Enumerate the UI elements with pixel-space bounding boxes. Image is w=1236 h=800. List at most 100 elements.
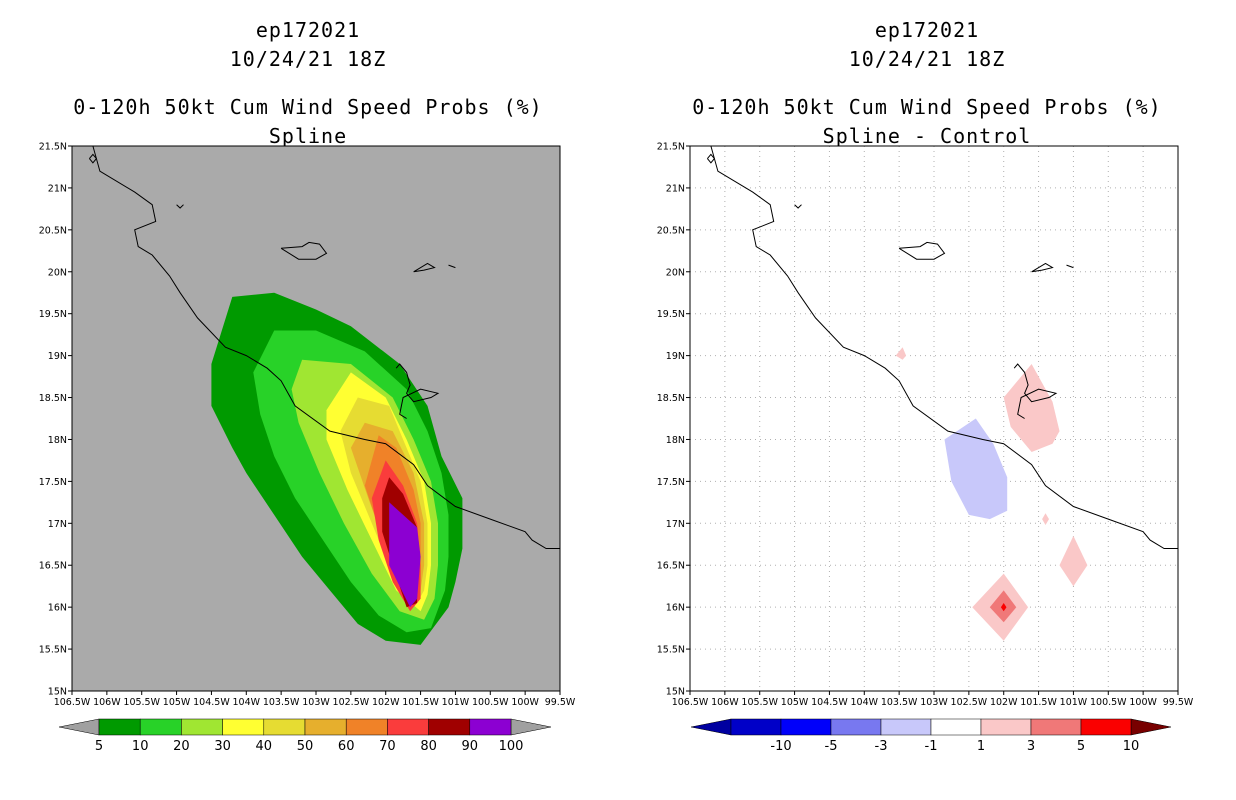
right-map-xtick-label: 103W xyxy=(920,697,948,708)
right-map-island xyxy=(1031,262,1054,273)
right-map-lake-outline xyxy=(1013,363,1058,419)
left-map-ytick-label: 16.5N xyxy=(39,561,67,572)
right-colorbar-swatch xyxy=(1030,718,1082,736)
left-map-island xyxy=(280,241,328,260)
left-colorbar-swatch xyxy=(222,718,265,736)
right-colorbar-swatch xyxy=(930,718,982,736)
left-storm-id: ep172021 xyxy=(255,18,361,42)
right-map-xtick-label: 100W xyxy=(1129,697,1157,708)
left-map-xtick-label: 99.5W xyxy=(545,697,576,708)
left-map-xtick-label: 103W xyxy=(302,697,330,708)
right-map-xtick-label: 102.5W xyxy=(951,697,988,708)
right-map-ytick-label: 16N xyxy=(666,603,685,614)
left-subtitle: Spline xyxy=(268,124,348,148)
right-colorbar-label: 5 xyxy=(1077,739,1085,754)
right-datetime: 10/24/21 18Z xyxy=(848,47,1006,71)
right-map-island xyxy=(794,204,802,209)
left-map-xtick-label: 106W xyxy=(93,697,121,708)
right-map-contour-3c xyxy=(1042,513,1049,525)
left-colorbar-swatch xyxy=(304,718,347,736)
right-map-island xyxy=(898,241,946,260)
right-colorbar-label: -3 xyxy=(875,739,888,754)
right-colorbar: -10 -5 -3 -1 1 3 5 10 xyxy=(690,718,1172,754)
right-colorbar-swatch xyxy=(830,718,882,736)
left-map-island xyxy=(89,153,98,164)
right-map-ytick-label: 17.5N xyxy=(657,477,685,488)
right-map-xtick-label: 105W xyxy=(781,697,809,708)
left-map-island xyxy=(176,204,184,209)
left-map-ytick-label: 15.5N xyxy=(39,645,67,656)
left-map-xtick-label: 101.5W xyxy=(402,697,439,708)
right-product-title: 0-120h 50kt Cum Wind Speed Probs (%) xyxy=(692,95,1162,119)
right-colorbar-high-arrow xyxy=(1130,718,1172,736)
right-colorbar-swatch xyxy=(780,718,832,736)
left-map-xtick-label: 103.5W xyxy=(263,697,300,708)
right-colorbar-label: 1 xyxy=(977,739,985,754)
left-map-xtick-label: 105W xyxy=(163,697,191,708)
left-map-ytick-label: 18.5N xyxy=(39,393,67,404)
right-colorbar-label: -1 xyxy=(925,739,938,754)
left-map-ytick-label: 21N xyxy=(48,183,67,194)
right-map-background xyxy=(690,146,1178,691)
right-map-contour-3d xyxy=(1059,535,1088,587)
left-colorbar-low-arrow xyxy=(58,718,100,736)
left-map-ytick-label: 17.5N xyxy=(39,477,67,488)
right-map-xtick-label: 105.5W xyxy=(741,697,778,708)
left-colorbar-label: 100 xyxy=(499,739,524,754)
left-map-ytick-label: 19.5N xyxy=(39,309,67,320)
left-map-xtick-label: 104.5W xyxy=(193,697,230,708)
right-colorbar-label: 3 xyxy=(1027,739,1035,754)
right-map-ytick-label: 15.5N xyxy=(657,645,685,656)
right-map-xtick-label: 106W xyxy=(711,697,739,708)
right-map-xtick-label: 103.5W xyxy=(881,697,918,708)
left-map-island xyxy=(413,262,436,273)
left-map-lake-outline xyxy=(395,363,440,419)
left-colorbar-label: 90 xyxy=(462,739,479,754)
right-map-contour-10 xyxy=(1000,603,1007,612)
right-map-xtick-label: 102W xyxy=(990,697,1018,708)
right-map-xtick-label: 100.5W xyxy=(1090,697,1127,708)
right-colorbar-swatch xyxy=(730,718,782,736)
left-colorbar-label: 50 xyxy=(297,739,314,754)
left-map-coastline xyxy=(92,146,560,549)
left-map-xtick-label: 102.5W xyxy=(333,697,370,708)
left-colorbar: 5 10 20 30 40 50 60 70 80 90 100 xyxy=(58,718,552,754)
right-map-island xyxy=(1066,264,1074,269)
left-map-xtick-label: 101W xyxy=(442,697,470,708)
left-colorbar-high-arrow xyxy=(510,718,552,736)
left-colorbar-swatch xyxy=(98,718,141,736)
left-product-title: 0-120h 50kt Cum Wind Speed Probs (%) xyxy=(73,95,543,119)
right-map-ytick-label: 19.5N xyxy=(657,309,685,320)
right-map-ytick-label: 17N xyxy=(666,519,685,530)
right-colorbar-label: 10 xyxy=(1123,739,1140,754)
right-map-ytick-label: 16.5N xyxy=(657,561,685,572)
right-map-coastline xyxy=(710,146,1178,549)
left-map[interactable]: 106.5W 106W 105.5W 105W 104.5W 104W 103.5W 103W… xyxy=(39,142,576,709)
right-colorbar-label: -5 xyxy=(825,739,838,754)
left-datetime: 10/24/21 18Z xyxy=(229,47,387,71)
right-subtitle: Spline - Control xyxy=(822,124,1032,148)
right-map-ytick-label: 18N xyxy=(666,435,685,446)
right-map-xtick-label: 104W xyxy=(851,697,879,708)
left-map-xtick-label: 106.5W xyxy=(54,697,91,708)
right-map-xtick-label: 104.5W xyxy=(811,697,848,708)
left-map-xtick-label: 104W xyxy=(233,697,261,708)
left-colorbar-swatch xyxy=(181,718,223,736)
left-colorbar-label: 10 xyxy=(132,739,149,754)
left-map-ytick-label: 20N xyxy=(48,267,67,278)
left-map-xtick-label: 102W xyxy=(372,697,400,708)
right-map-ytick-label: 21N xyxy=(666,183,685,194)
left-colorbar-swatch xyxy=(428,718,471,736)
right-storm-id: ep172021 xyxy=(874,18,980,42)
right-map-contour-3a xyxy=(1003,364,1060,452)
left-colorbar-swatch xyxy=(263,718,306,736)
left-colorbar-swatch xyxy=(139,718,182,736)
right-map[interactable]: 106.5W 106W 105.5W 105W 104.5W 104W 103.5W 103W… xyxy=(657,142,1194,709)
left-colorbar-swatch xyxy=(469,718,512,736)
right-map-ytick-label: 19N xyxy=(666,351,685,362)
right-map-ytick-label: 21.5N xyxy=(657,142,685,153)
right-colorbar-label: -10 xyxy=(770,739,791,754)
left-map-ytick-label: 15N xyxy=(48,687,67,698)
left-colorbar-label: 40 xyxy=(256,739,273,754)
